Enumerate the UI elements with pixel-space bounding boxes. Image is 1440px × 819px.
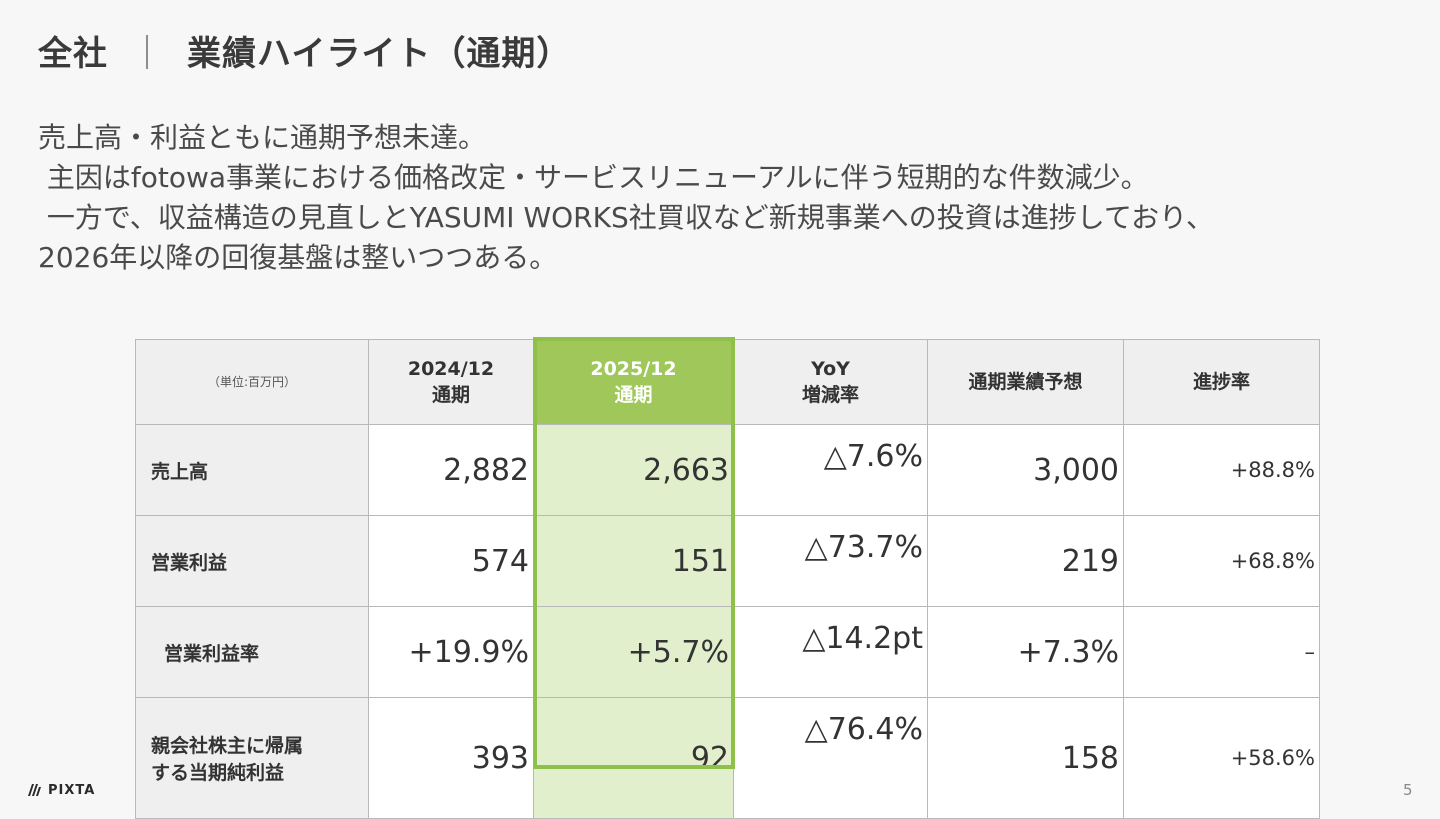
table-header-row: （単位:百万円） 2024/12 通期 2025/12 通期 YoY 増減率 通期業績… (135, 339, 1320, 425)
table-row: 売上高 2,882 2,663 △7.6% 3,000 +88.8% (135, 424, 1320, 516)
results-table: （単位:百万円） 2024/12 通期 2025/12 通期 YoY 増減率 通期業績… (135, 339, 1320, 819)
row-label: 親会社株主に帰属 する当期純利益 (135, 697, 369, 819)
summary-text: 売上高・利益ともに通期予想未達。 主因はfotowa事業における価格改定・サービ… (38, 118, 1214, 278)
column-header-fy2024: 2024/12 通期 (368, 339, 534, 425)
table-row: 営業利益 574 151 △73.7% 219 +68.8% (135, 515, 1320, 607)
column-header-line: 2025/12 (590, 358, 677, 380)
table-row: 親会社株主に帰属 する当期純利益 393 92 △76.4% 158 +58.6% (135, 697, 1320, 819)
row-label: 売上高 (135, 424, 369, 516)
column-header-line: 2024/12 (407, 358, 495, 380)
column-header-line: 通期 (431, 384, 470, 406)
row-label: 営業利益率 (135, 606, 369, 698)
row-label-line: する当期純利益 (151, 762, 285, 784)
title-separator: ｜ (130, 34, 165, 74)
column-header-line: YoY (811, 358, 850, 380)
cell-forecast: 219 (927, 515, 1124, 607)
page-number: 5 (1403, 781, 1413, 799)
cell-forecast: 158 (927, 697, 1124, 819)
cell-fy2024: 2,882 (368, 424, 534, 516)
cell-forecast: 3,000 (927, 424, 1124, 516)
summary-line: 一方で、収益構造の見直しとYASUMI WORKS社買収など新規事業への投資は進… (38, 201, 1214, 234)
cell-fy2025: +5.7% (533, 606, 734, 698)
summary-line: 主因はfotowa事業における価格改定・サービスリニューアルに伴う短期的な件数減… (38, 161, 1149, 194)
cell-fy2024: 574 (368, 515, 534, 607)
summary-line: 2026年以降の回復基盤は整いつつある。 (38, 241, 558, 274)
cell-progress: +68.8% (1123, 515, 1320, 607)
title-section: 全社 (38, 34, 108, 74)
row-label-line: 親会社株主に帰属 (151, 735, 304, 757)
cell-fy2025: 151 (533, 515, 734, 607)
pixta-logo-icon (28, 784, 41, 796)
cell-yoy: △14.2pt (733, 606, 928, 698)
cell-yoy: △73.7% (733, 515, 928, 607)
summary-line: 売上高・利益ともに通期予想未達。 (38, 121, 487, 154)
cell-yoy: △7.6% (733, 424, 928, 516)
cell-fy2025: 2,663 (533, 424, 734, 516)
cell-progress: – (1123, 606, 1320, 698)
title-topic: 業績ハイライト（通期） (187, 34, 572, 74)
cell-fy2024: 393 (368, 697, 534, 819)
column-header-yoy: YoY 増減率 (733, 339, 928, 425)
unit-label: （単位:百万円） (135, 339, 369, 425)
column-header-fy2025: 2025/12 通期 (533, 339, 734, 425)
column-header-line: 通期 (614, 384, 653, 406)
cell-progress: +58.6% (1123, 697, 1320, 819)
cell-yoy: △76.4% (733, 697, 928, 819)
column-header-line: 増減率 (801, 384, 859, 406)
company-logo: PIXTA (26, 782, 95, 798)
row-label: 営業利益 (135, 515, 369, 607)
column-header-progress: 進捗率 (1123, 339, 1320, 425)
logo-text: PIXTA (48, 782, 96, 798)
table-row: 営業利益率 +19.9% +5.7% △14.2pt +7.3% – (135, 606, 1320, 698)
column-header-forecast: 通期業績予想 (927, 339, 1124, 425)
page-title: 全社 ｜ 業績ハイライト（通期） (38, 26, 571, 75)
cell-progress: +88.8% (1123, 424, 1320, 516)
cell-fy2025: 92 (533, 697, 734, 819)
cell-fy2024: +19.9% (368, 606, 534, 698)
cell-forecast: +7.3% (927, 606, 1124, 698)
